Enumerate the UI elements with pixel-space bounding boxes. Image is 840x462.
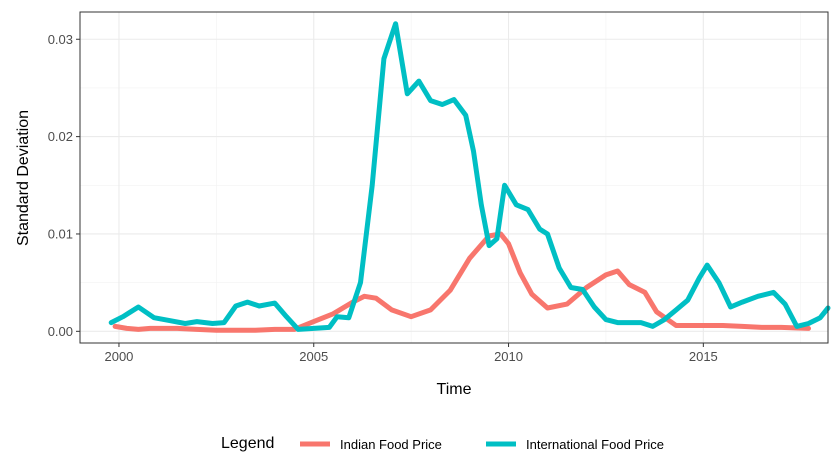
x-axis-title: Time [437,381,472,398]
series-lines [108,21,831,333]
legend-title: Legend [221,435,274,452]
legend: Legend Indian Food Price International Fo… [221,435,664,452]
y-tick-label: 0.02 [48,129,73,144]
legend-label: Indian Food Price [340,437,442,452]
y-axis-title: Standard Deviation [15,110,32,246]
x-tick-label: 2015 [689,349,718,364]
y-tick-label: 0.03 [48,32,73,47]
series-line-international-food-price [108,21,831,332]
y-tick-label: 0.01 [48,226,73,241]
x-tick-label: 2010 [494,349,523,364]
x-tick-label: 2000 [104,349,133,364]
plot-panel [80,12,828,343]
x-tick-label: 2005 [299,349,328,364]
axes: 2000 2005 2010 2015 0.00 0.01 0.02 0.03 [48,32,718,364]
series-line-indian-food-price [112,231,811,333]
legend-label: International Food Price [526,437,664,452]
y-tick-label: 0.00 [48,324,73,339]
plot-border [79,11,829,344]
